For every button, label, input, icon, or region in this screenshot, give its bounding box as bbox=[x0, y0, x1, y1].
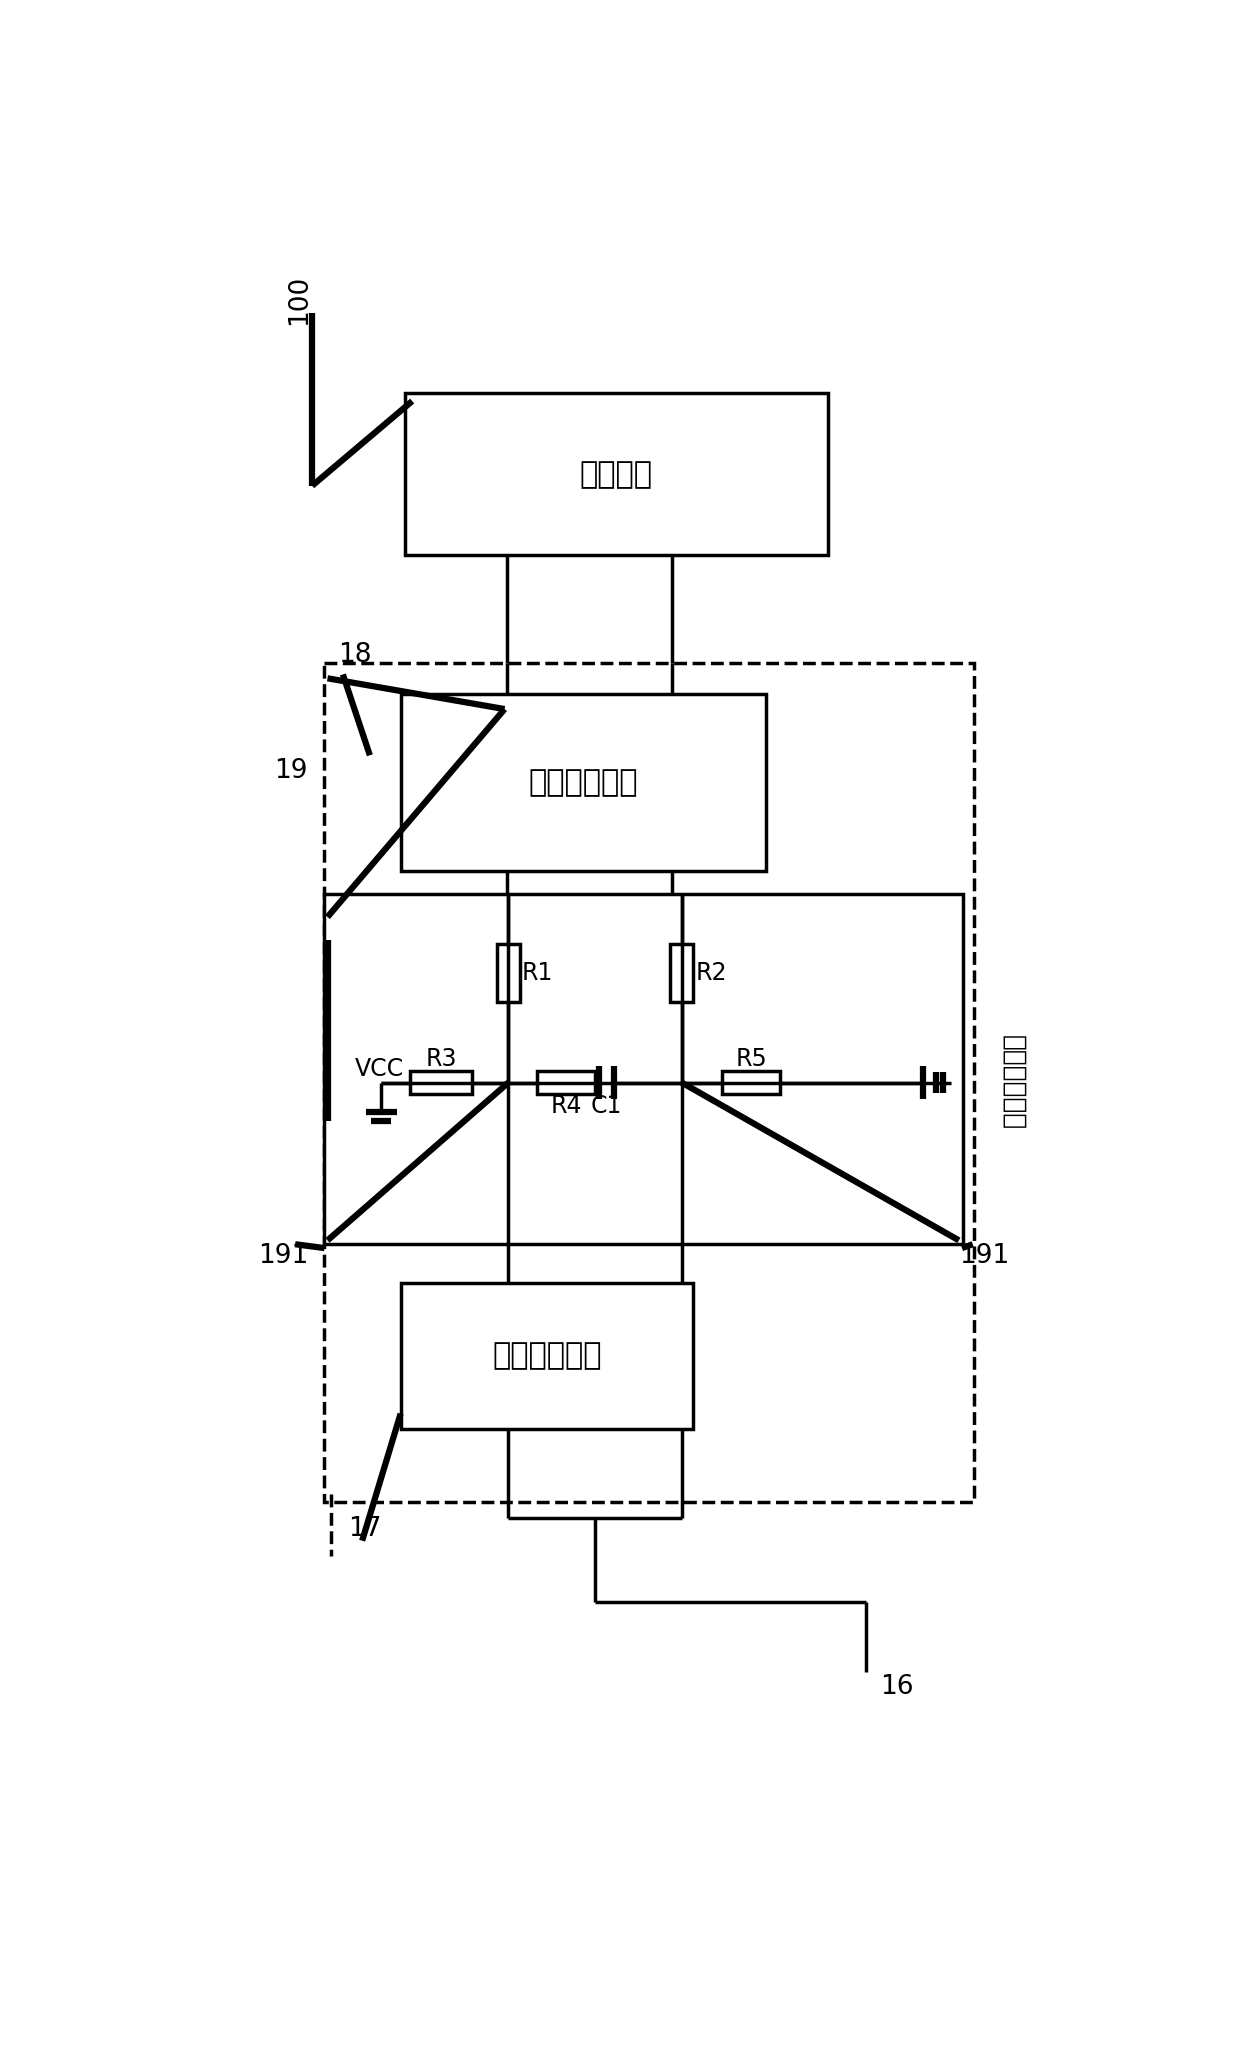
Text: 18: 18 bbox=[337, 642, 371, 669]
Text: VCC: VCC bbox=[356, 1056, 404, 1081]
Text: 191: 191 bbox=[258, 1244, 309, 1268]
Text: 通讯接口单元: 通讯接口单元 bbox=[999, 1036, 1025, 1130]
Bar bbox=[670, 943, 693, 1001]
Bar bbox=[410, 1071, 472, 1093]
Bar bbox=[401, 1283, 693, 1429]
Text: R5: R5 bbox=[735, 1048, 766, 1071]
Text: 接收接口芯片: 接收接口芯片 bbox=[528, 768, 639, 797]
Bar bbox=[324, 663, 975, 1503]
Text: 16: 16 bbox=[880, 1674, 914, 1701]
Text: R3: R3 bbox=[425, 1048, 456, 1071]
Text: C1: C1 bbox=[591, 1093, 622, 1118]
Bar bbox=[722, 1071, 780, 1093]
Bar bbox=[404, 393, 828, 556]
Text: 191: 191 bbox=[960, 1244, 1009, 1268]
Bar bbox=[497, 943, 520, 1001]
Text: R4: R4 bbox=[551, 1093, 582, 1118]
Text: 19: 19 bbox=[274, 758, 308, 784]
Text: 对外数采接口: 对外数采接口 bbox=[492, 1340, 601, 1371]
Text: 控制模块: 控制模块 bbox=[580, 459, 652, 488]
Bar bbox=[324, 894, 962, 1244]
Bar bbox=[401, 694, 766, 871]
Text: R1: R1 bbox=[522, 962, 553, 984]
Text: R2: R2 bbox=[696, 962, 727, 984]
Text: 17: 17 bbox=[347, 1515, 381, 1542]
Text: 100: 100 bbox=[286, 274, 312, 325]
Bar bbox=[537, 1071, 595, 1093]
